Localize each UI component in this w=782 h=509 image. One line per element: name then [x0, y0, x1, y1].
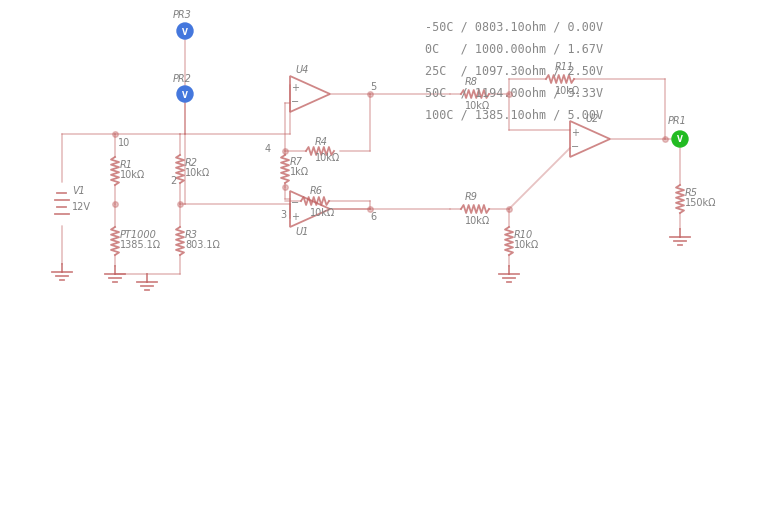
Text: 100C / 1385.10ohm / 5.00V: 100C / 1385.10ohm / 5.00V — [425, 108, 603, 121]
Text: R4: R4 — [315, 137, 328, 147]
Text: 1kΩ: 1kΩ — [290, 166, 309, 177]
Text: 10kΩ: 10kΩ — [465, 216, 490, 225]
Text: R1: R1 — [120, 160, 133, 169]
Text: 150kΩ: 150kΩ — [685, 197, 716, 208]
Text: −: − — [291, 97, 299, 107]
Text: +: + — [291, 212, 299, 221]
Text: R6: R6 — [310, 186, 323, 195]
Text: 2: 2 — [170, 176, 176, 186]
Text: 1385.1Ω: 1385.1Ω — [120, 240, 161, 249]
Text: −: − — [291, 197, 299, 208]
Text: 25C  / 1097.30ohm / 2.50V: 25C / 1097.30ohm / 2.50V — [425, 64, 603, 77]
Text: U2: U2 — [585, 114, 598, 124]
Text: +: + — [291, 83, 299, 93]
Text: R3: R3 — [185, 230, 198, 240]
Text: R9: R9 — [465, 191, 478, 202]
Text: R5: R5 — [685, 188, 698, 197]
Text: 803.1Ω: 803.1Ω — [185, 240, 220, 249]
Text: R11: R11 — [555, 62, 574, 72]
Text: PR3: PR3 — [173, 10, 192, 20]
Text: 5: 5 — [370, 82, 376, 92]
Text: V1: V1 — [72, 186, 85, 195]
Text: 10kΩ: 10kΩ — [120, 169, 145, 180]
Text: 10kΩ: 10kΩ — [315, 153, 340, 163]
Text: R2: R2 — [185, 158, 198, 167]
Text: 0C   / 1000.00ohm / 1.67V: 0C / 1000.00ohm / 1.67V — [425, 42, 603, 55]
Text: 4: 4 — [265, 144, 271, 154]
Text: 6: 6 — [370, 212, 376, 221]
Text: V: V — [182, 27, 188, 37]
Text: 50C  / 1194.00ohm / 3.33V: 50C / 1194.00ohm / 3.33V — [425, 86, 603, 99]
Text: +: + — [571, 128, 579, 138]
Text: R8: R8 — [465, 77, 478, 87]
Text: PR2: PR2 — [173, 74, 192, 84]
Text: R7: R7 — [290, 157, 303, 166]
Text: R10: R10 — [514, 230, 533, 240]
Text: −: − — [571, 142, 579, 152]
Text: 10kΩ: 10kΩ — [185, 167, 210, 178]
Text: PR1: PR1 — [668, 116, 687, 126]
Text: U1: U1 — [295, 227, 308, 237]
Text: 10kΩ: 10kΩ — [555, 86, 580, 96]
Circle shape — [177, 87, 193, 103]
Text: U4: U4 — [295, 65, 308, 75]
Text: V: V — [182, 90, 188, 99]
Circle shape — [672, 132, 688, 148]
Text: 10kΩ: 10kΩ — [310, 208, 335, 217]
Text: 10kΩ: 10kΩ — [465, 101, 490, 111]
Circle shape — [177, 24, 193, 40]
Text: PT1000: PT1000 — [120, 230, 157, 240]
Text: 12V: 12V — [72, 202, 91, 212]
Text: V: V — [677, 135, 683, 144]
Text: -50C / 0803.10ohm / 0.00V: -50C / 0803.10ohm / 0.00V — [425, 20, 603, 33]
Text: 10kΩ: 10kΩ — [514, 240, 540, 249]
Text: 10: 10 — [118, 138, 131, 148]
Text: 3: 3 — [280, 210, 286, 219]
